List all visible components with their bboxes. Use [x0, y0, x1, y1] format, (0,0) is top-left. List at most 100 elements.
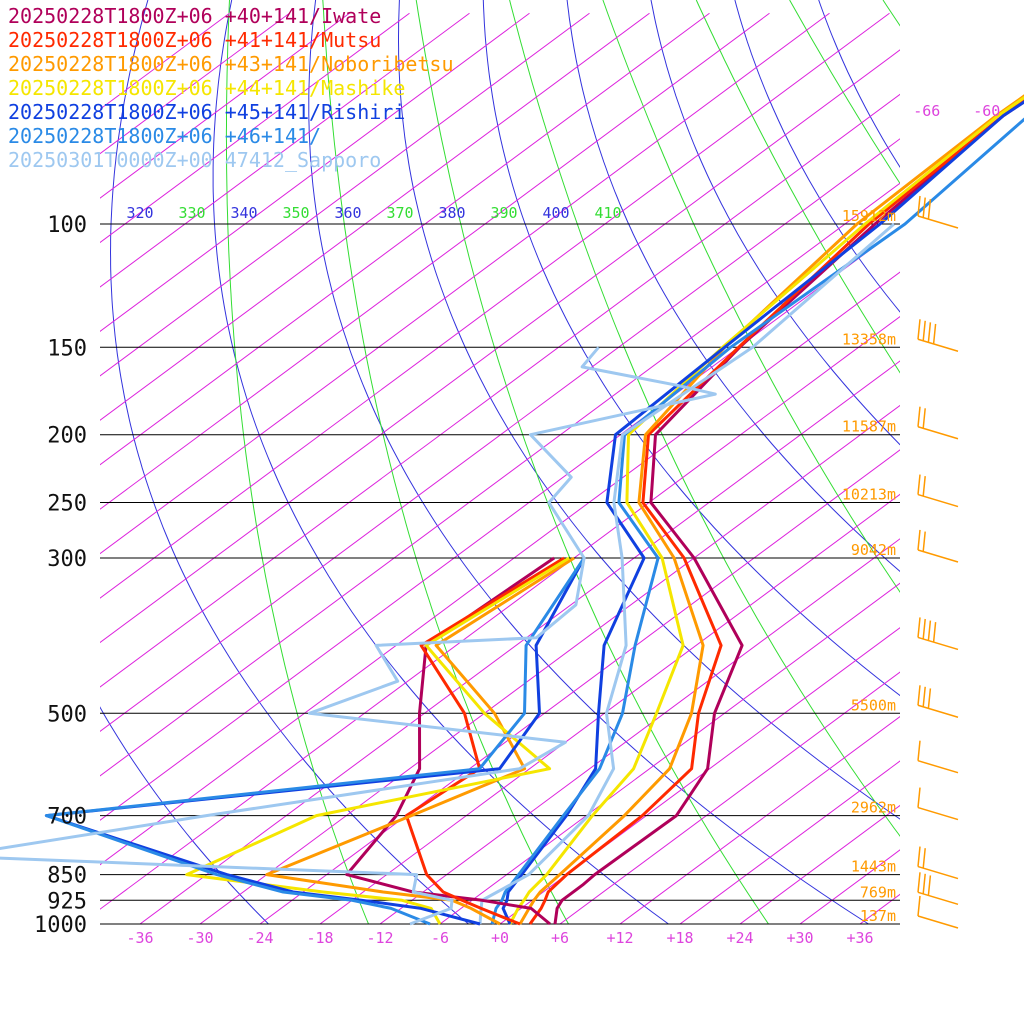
isotherm-line [100, 49, 900, 644]
temperature-tick-label: +36 [846, 929, 873, 947]
isotherm-line [199, 404, 900, 924]
legend-entry-46n141e: 20250228T1800Z+06 +46+141/ [8, 124, 322, 148]
dry-adiabat-line [650, 0, 900, 446]
pressure-tick-label: 100 [47, 213, 87, 238]
pressure-tick-label: 850 [47, 864, 87, 889]
isotherm-line [439, 582, 900, 924]
wind-barb-flag [927, 199, 932, 220]
wind-barb-staff [917, 493, 959, 508]
isotherm-line [100, 12, 350, 199]
sounding-line [185, 556, 570, 925]
theta-label: 340 [230, 204, 257, 222]
dry-adiabat-line [109, 0, 469, 924]
height-label: 11587m [842, 418, 896, 436]
temperature-tick-label: +6 [551, 929, 569, 947]
height-label: 137m [860, 907, 896, 925]
wind-barbs [917, 195, 959, 929]
wind-barb-staff [917, 806, 959, 821]
moist-adiabat-line [415, 0, 769, 924]
wind-barb-flag [927, 875, 932, 896]
wind-barb-flag [922, 197, 926, 218]
moist-adiabat-line [695, 0, 900, 374]
isotherm-line [100, 182, 900, 777]
wind-barb-staff [917, 426, 959, 440]
wind-barb-staff [917, 759, 959, 774]
isotherm-line [619, 715, 900, 924]
wind-barb-flag [932, 323, 937, 345]
sounding-line [265, 556, 575, 926]
wind-barb-flag [917, 895, 921, 917]
wind-barb-staff [917, 549, 959, 563]
wind-barb-flag [922, 873, 926, 894]
temperature-tick-label: +12 [606, 929, 633, 947]
isotherm-line [100, 12, 410, 244]
sounding-line [508, 95, 1024, 925]
dry-adiabat-line [482, 0, 900, 697]
pressure-tick-label: 925 [47, 889, 87, 914]
temperature-tick-label: +18 [666, 929, 693, 947]
wind-barb-flag [922, 618, 926, 640]
dry-adiabat-line [566, 0, 900, 573]
isotherm-line [379, 538, 900, 924]
height-label: 769m [860, 883, 896, 901]
isotherm-line [100, 227, 900, 821]
sounding-line [553, 100, 1024, 925]
isotherm-line [100, 12, 470, 288]
wind-barb-flag [917, 740, 921, 761]
legend-entry-rishiri: 20250228T1800Z+06 +45+141/Rishiri [8, 100, 406, 124]
temperature-tick-label: -30 [186, 929, 213, 947]
wind-barb-flag [917, 529, 921, 551]
moist-adiabat-line [602, 0, 900, 593]
dry-adiabat-line [903, 0, 1024, 924]
dry-adiabat-line [308, 0, 869, 924]
wind-barb-flag [922, 531, 926, 552]
isotherm-line [920, 13, 1024, 924]
height-label: 2962m [851, 799, 896, 817]
upper-isotherm-label: -60 [973, 102, 1000, 120]
temperature-tick-label: +30 [786, 929, 813, 947]
height-label: 15912m [842, 207, 896, 225]
isobars [100, 223, 900, 925]
wind-barb-flag [932, 622, 937, 643]
dry-adiabat-line [100, 706, 269, 924]
sounding-line [345, 556, 555, 926]
isotherm-line [100, 12, 530, 333]
legend: 20250228T1800Z+06 +40+141/Iwate 20250228… [8, 4, 454, 172]
wind-barb-staff [917, 704, 959, 718]
wind-barb-staff [917, 338, 959, 352]
isotherm-line [100, 12, 890, 599]
legend-entry-sapporo: 20250301T0000Z+00 47412_Sapporo [8, 148, 382, 172]
isotherm-line [559, 671, 900, 924]
pressure-tick-label: 250 [47, 492, 87, 517]
height-label: 9042m [851, 541, 896, 559]
height-label: 1443m [851, 858, 896, 876]
theta-label: 320 [126, 204, 153, 222]
isotherm-line [100, 12, 590, 377]
isotherm-line [100, 12, 830, 555]
pressure-tick-label: 200 [47, 424, 87, 449]
dry-adiabat-line [986, 0, 1024, 924]
theta-label: 350 [282, 204, 309, 222]
height-label: 13358m [842, 330, 896, 348]
temperature-tick-label: -6 [431, 929, 449, 947]
sounding-line [404, 556, 565, 926]
theta-label: 330 [178, 204, 205, 222]
wind-barb-flag [917, 685, 921, 706]
moist-adiabat-line [509, 0, 900, 837]
temperature-tick-label: -36 [126, 929, 153, 947]
sounding-line [490, 117, 1024, 925]
wind-barb-flag [927, 322, 932, 343]
dry-adiabat-line [734, 0, 900, 313]
temperature-tick-label: -24 [246, 929, 273, 947]
isotherms [100, 12, 1024, 924]
legend-entry-mashike: 20250228T1800Z+06 +44+141/Mashike [8, 76, 406, 100]
theta-label: 380 [438, 204, 465, 222]
isotherm-line [100, 315, 900, 910]
sounding-line [44, 557, 586, 926]
legend-entry-iwate: 20250228T1800Z+06 +40+141/Iwate [8, 4, 382, 28]
wind-barb-staff [917, 915, 959, 929]
height-label: 10213m [842, 486, 896, 504]
sounding-line [501, 100, 1024, 925]
wind-barb-flag [927, 688, 932, 709]
legend-entry-noboribetsu: 20250228T1800Z+06 +43+141/Noboribetsu [8, 52, 454, 76]
